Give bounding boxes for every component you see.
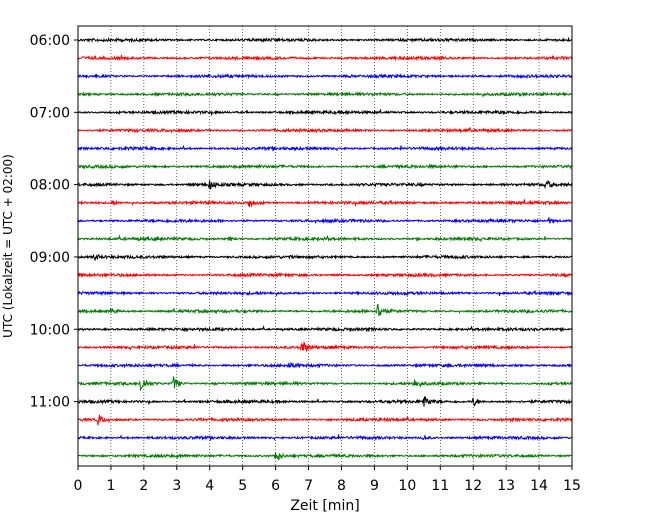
y-tick-label: 11:00 xyxy=(30,395,70,411)
x-tick-label: 3 xyxy=(172,478,181,494)
x-tick-label: 5 xyxy=(238,478,247,494)
trace-line xyxy=(77,91,573,98)
trace-line xyxy=(77,234,573,243)
trace-line xyxy=(77,396,573,407)
y-tick-label: 06:00 xyxy=(30,33,70,49)
trace-line xyxy=(77,127,573,134)
x-tick-label: 13 xyxy=(497,478,515,494)
x-tick-label: 6 xyxy=(271,478,280,494)
y-tick-label: 07:00 xyxy=(30,105,70,121)
x-tick-label: 15 xyxy=(563,478,581,494)
traces xyxy=(77,36,573,461)
plot-frame xyxy=(77,25,573,467)
trace-line xyxy=(77,73,573,80)
x-tick-label: 14 xyxy=(530,478,548,494)
x-tick-label: 11 xyxy=(431,478,449,494)
trace-line xyxy=(77,109,573,116)
y-tick-label: 08:00 xyxy=(30,178,70,194)
trace-line xyxy=(77,144,573,152)
x-tick-label: 1 xyxy=(106,478,115,494)
y-tick-label: 10:00 xyxy=(30,322,70,338)
trace-line xyxy=(77,180,573,190)
x-axis-label: Zeit [min] xyxy=(290,498,359,514)
x-tick-label: 8 xyxy=(337,478,346,494)
trace-line xyxy=(77,341,573,353)
x-tick-label: 2 xyxy=(139,478,148,494)
trace-line xyxy=(77,303,573,317)
x-axis: 0 1 2 3 4 5 6 7 8 9 10 11 12 13 14 15 xyxy=(74,466,581,494)
y-axis: 06:00 07:00 08:00 09:00 10:00 11:00 xyxy=(30,33,78,411)
trace-line xyxy=(77,271,573,279)
y-tick-label: 09:00 xyxy=(30,250,70,266)
trace-line xyxy=(77,216,573,224)
trace-line xyxy=(77,253,573,261)
trace-line xyxy=(77,414,573,426)
trace-line xyxy=(77,289,573,297)
x-tick-label: 10 xyxy=(398,478,416,494)
x-tick-label: 4 xyxy=(205,478,214,494)
y-axis-label: UTC (Lokalzeit = UTC + 02:00) xyxy=(1,154,15,338)
trace-line xyxy=(77,324,573,333)
trace-line xyxy=(77,54,573,62)
trace-line xyxy=(77,376,573,391)
trace-line xyxy=(77,434,573,441)
trace-line xyxy=(77,36,573,44)
x-tick-label: 7 xyxy=(304,478,313,494)
trace-line xyxy=(77,362,573,369)
trace-line xyxy=(77,163,573,170)
x-tick-label: 9 xyxy=(370,478,379,494)
trace-line xyxy=(77,199,573,207)
x-tick-label: 0 xyxy=(74,478,83,494)
grid-lines xyxy=(110,26,540,466)
plot-background xyxy=(78,26,572,466)
trace-line xyxy=(77,452,573,461)
x-tick-label: 12 xyxy=(464,478,482,494)
